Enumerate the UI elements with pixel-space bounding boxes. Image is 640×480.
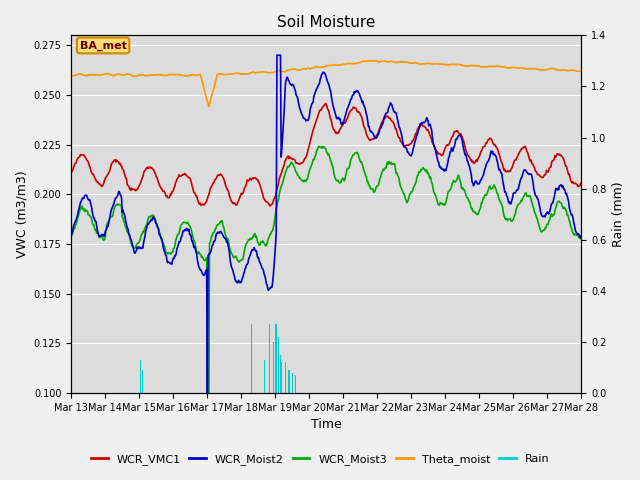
Bar — [285, 362, 286, 393]
Bar — [275, 324, 276, 393]
Bar — [292, 372, 293, 393]
Bar — [276, 324, 278, 393]
Legend: WCR_VMC1, WCR_Moist2, WCR_Moist3, Theta_moist, Rain: WCR_VMC1, WCR_Moist2, WCR_Moist3, Theta_… — [86, 450, 554, 469]
Bar — [251, 324, 252, 393]
Y-axis label: Rain (mm): Rain (mm) — [612, 181, 625, 247]
Text: BA_met: BA_met — [79, 40, 127, 50]
Bar — [269, 324, 270, 393]
Title: Soil Moisture: Soil Moisture — [277, 15, 376, 30]
Bar — [264, 360, 266, 393]
X-axis label: Time: Time — [311, 419, 342, 432]
Bar — [273, 342, 274, 393]
Bar — [278, 337, 279, 393]
Y-axis label: VWC (m3/m3): VWC (m3/m3) — [15, 170, 28, 258]
Bar — [207, 352, 208, 393]
Bar — [140, 360, 141, 393]
Bar — [141, 370, 143, 393]
Bar — [280, 355, 281, 393]
Bar — [295, 375, 296, 393]
